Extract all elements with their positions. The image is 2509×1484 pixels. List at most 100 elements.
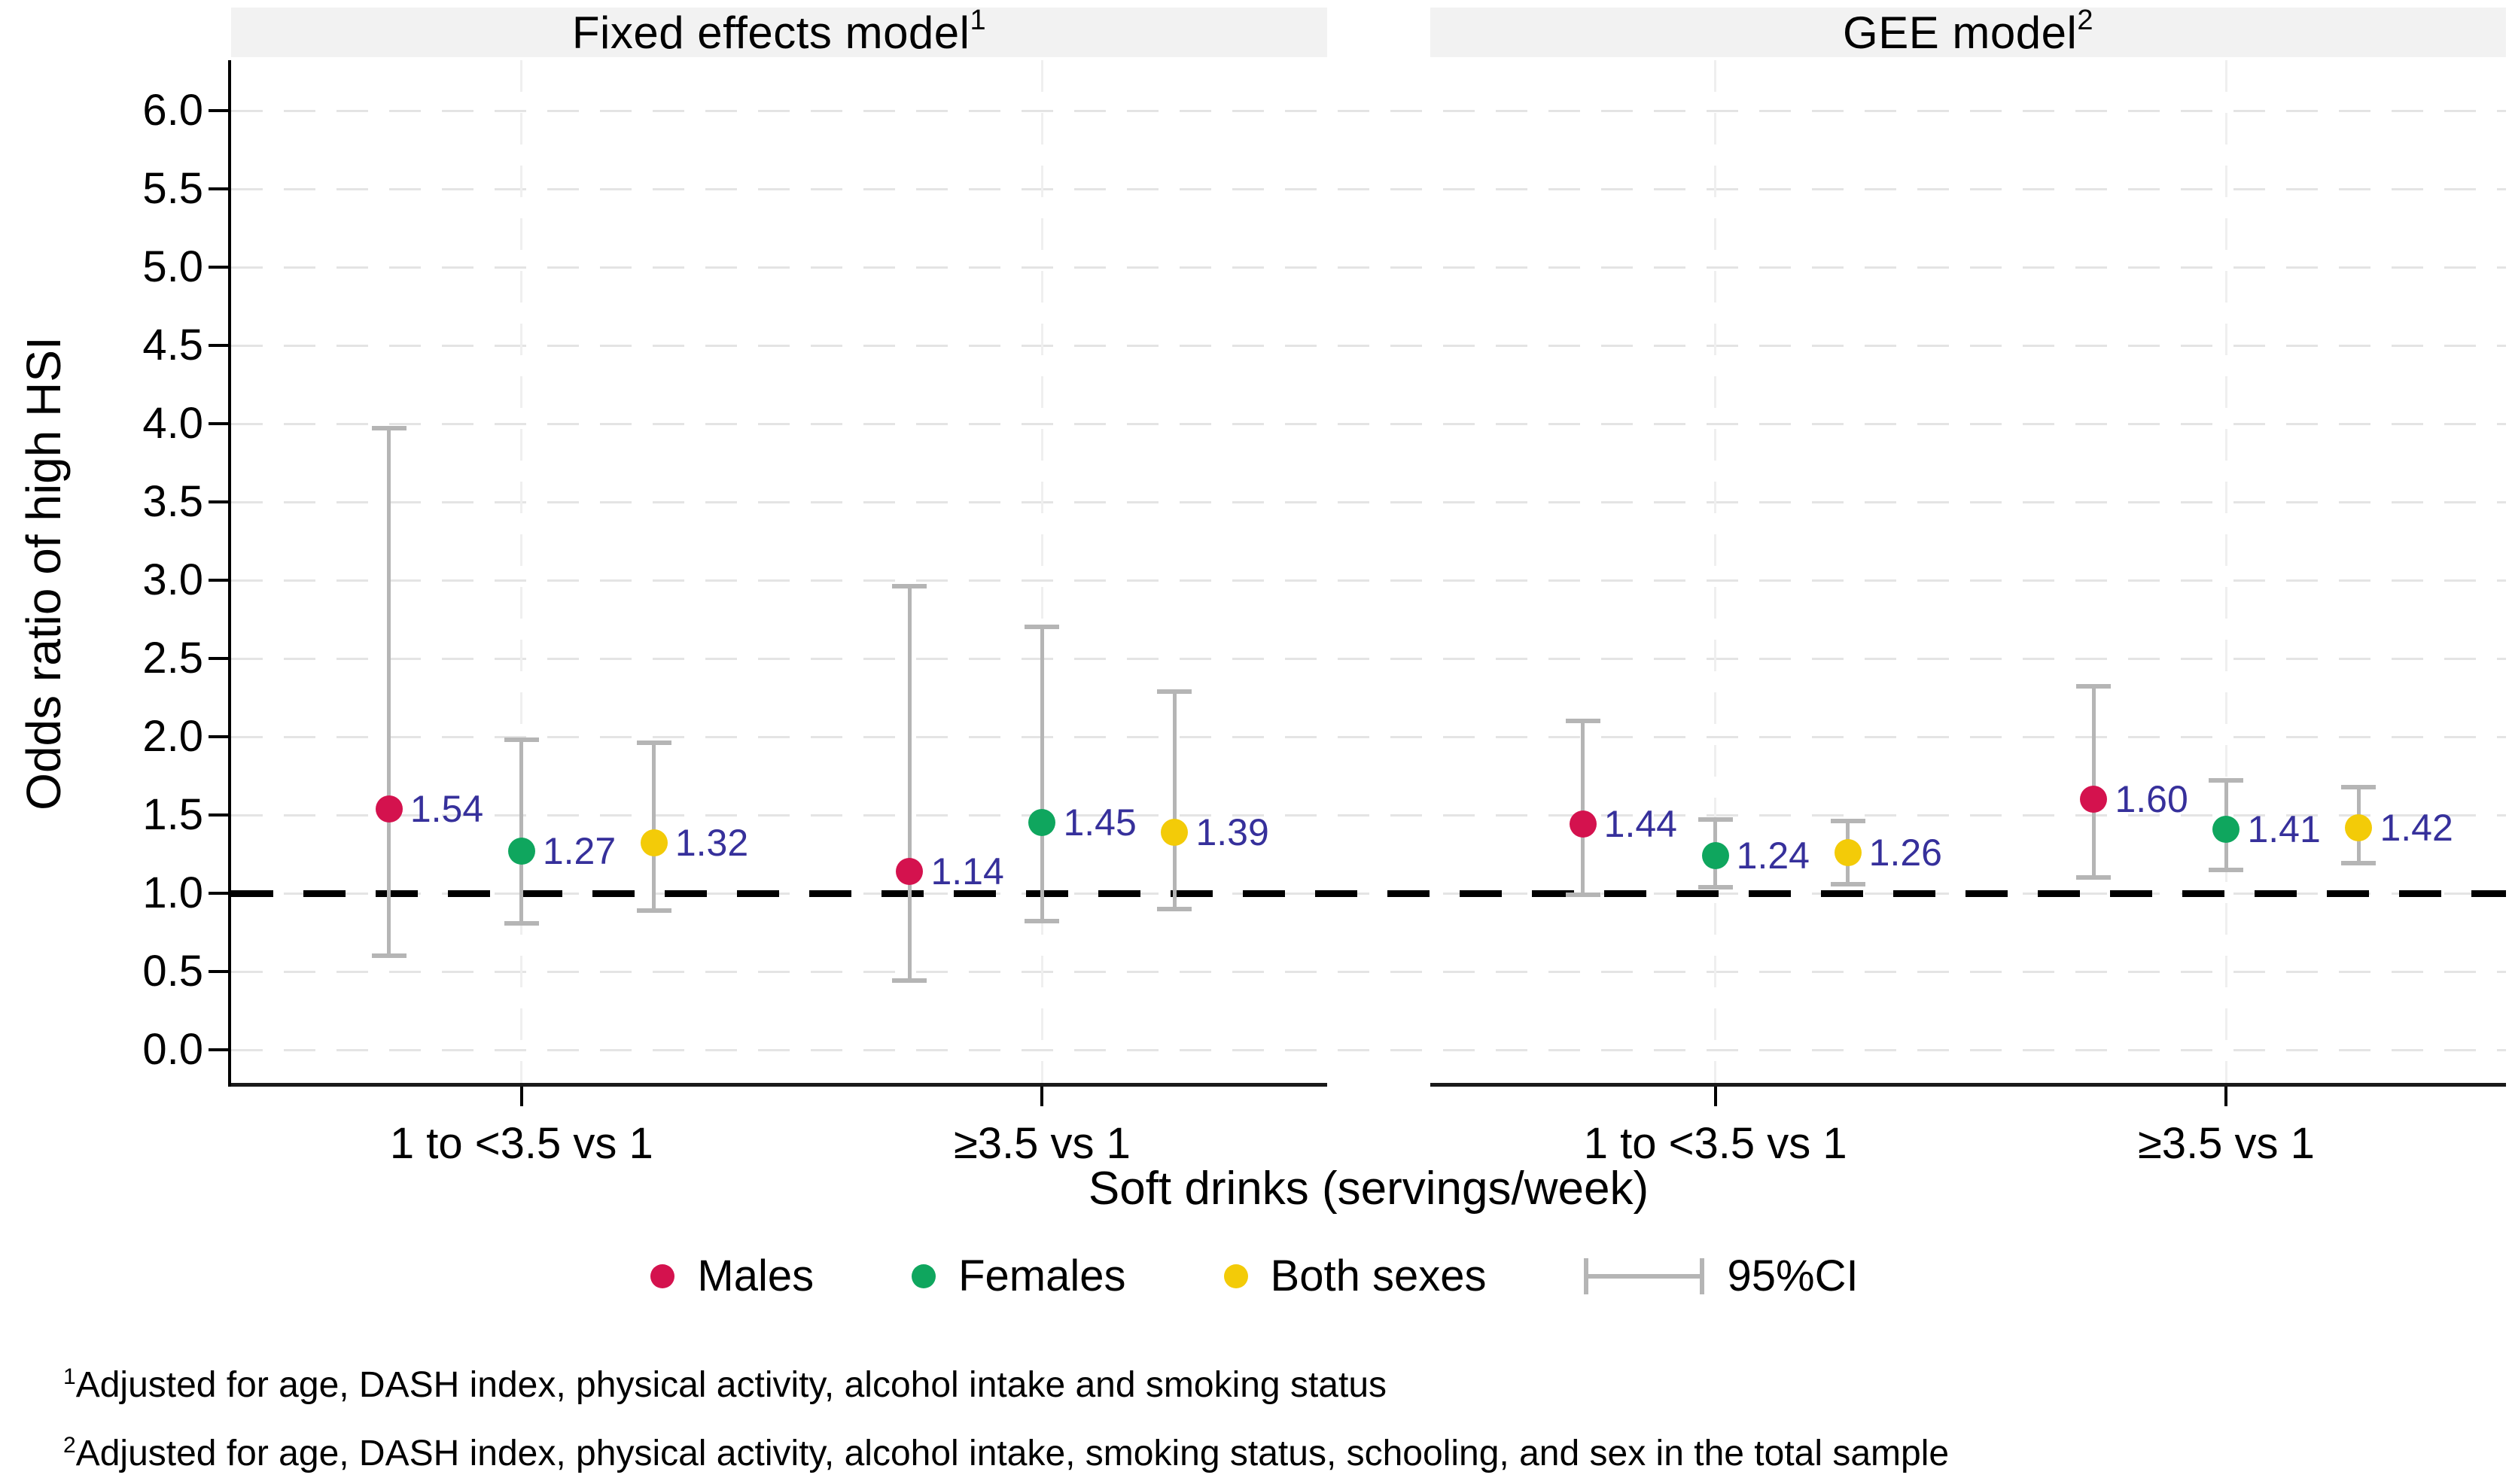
data-point-males (2080, 786, 2108, 813)
value-label: 1.32 (674, 822, 749, 865)
plot-area: 1 to <3.5 vs 1 1.44 1.24 1.26 ≥3.5 vs 1 1.60 1… (1430, 60, 2506, 1168)
y-tick-mark (209, 187, 228, 190)
x-category-label: ≥3.5 vs 1 (2137, 1119, 2315, 1168)
value-label: 1.45 (1063, 801, 1137, 844)
ci-cap-bottom (1830, 881, 1865, 886)
ci-cap-bottom (636, 908, 671, 913)
ci-error-bar (1581, 721, 1585, 896)
ci-cap-bottom (892, 978, 927, 984)
ci-cap-top (1698, 817, 1733, 823)
y-tick-label: 3.0 (142, 555, 203, 604)
legend-item-females: Females (912, 1251, 1126, 1301)
y-tick-label: 0.5 (142, 947, 203, 996)
error-bar-icon-cap-right (1700, 1257, 1705, 1294)
footnote-line-2: 2Adjusted for age, DASH index, physical … (63, 1416, 1949, 1484)
value-label: 1.41 (2247, 807, 2321, 850)
y-tick-label: 4.5 (142, 321, 203, 369)
ci-cap-bottom (371, 953, 406, 959)
panel-title: Fixed effects model (571, 7, 970, 58)
value-label: 1.54 (410, 787, 484, 830)
y-tick-mark (209, 892, 228, 895)
ci-cap-top (504, 737, 539, 743)
ci-cap-bottom (1025, 919, 1060, 924)
ci-error-bar (2091, 686, 2096, 878)
y-tick-label: 3.5 (142, 477, 203, 526)
error-bar-icon-cap-left (1584, 1257, 1589, 1294)
legend-label: Males (697, 1251, 815, 1300)
ci-error-bar (519, 740, 524, 923)
value-label: 1.39 (1195, 810, 1269, 853)
x-axis-title: Soft drinks (servings/week) (1088, 1163, 1649, 1215)
legend-label: 95%CI (1727, 1251, 1859, 1300)
v-gridline (1040, 60, 1043, 1087)
y-tick-label: 6.0 (142, 86, 203, 135)
legend-dot-icon (650, 1264, 675, 1288)
ci-cap-bottom (2209, 867, 2244, 872)
x-axis-line (231, 1083, 1327, 1087)
legend-dot-icon (1223, 1264, 1248, 1288)
data-point-females (2212, 815, 2240, 843)
value-label: 1.24 (1736, 835, 1810, 877)
x-tick-mark (2224, 1087, 2228, 1106)
x-tick-mark (1713, 1087, 1717, 1106)
ci-cap-bottom (504, 920, 539, 926)
y-tick-label: 1.0 (142, 868, 203, 917)
ci-cap-top (892, 584, 927, 589)
y-axis-line (228, 60, 231, 1087)
panel-fixed-effects: Fixed effects model 1 1 to <3.5 vs 1 1.54 1.… (209, 6, 1327, 1467)
ci-error-bar (1040, 627, 1044, 922)
facet-strip: GEE model 2 (1430, 6, 2506, 58)
ci-error-bar (1172, 691, 1177, 909)
value-label: 1.44 (1603, 803, 1677, 846)
y-tick-label: 0.0 (142, 1025, 203, 1074)
ci-error-bar (652, 743, 656, 911)
legend-label: Females (958, 1251, 1126, 1300)
value-label: 1.26 (1868, 831, 1942, 874)
y-tick-label: 2.5 (142, 634, 203, 683)
y-tick-label: 5.0 (142, 242, 203, 291)
legend-item-males: Males (650, 1251, 814, 1301)
ci-cap-top (636, 740, 671, 746)
y-axis-tick-labels: 0.0 0.5 1.0 1.5 2.0 2.5 3.0 3.5 4.0 4.5 5.0 5.5 6.0 (0, 60, 203, 1087)
ci-cap-top (1830, 819, 1865, 824)
footnotes: 1Adjusted for age, DASH index, physical … (63, 1347, 1949, 1484)
y-tick-label: 5.5 (142, 164, 203, 213)
data-point-males (1569, 810, 1597, 838)
value-label: 1.60 (2115, 778, 2188, 821)
y-tick-label: 4.0 (142, 399, 203, 448)
y-tick-mark (209, 266, 228, 269)
y-tick-mark (209, 579, 228, 582)
error-bar-icon-line (1584, 1273, 1705, 1279)
footnote-line-1: 1Adjusted for age, DASH index, physical … (63, 1347, 1949, 1416)
footnote-superscript: 1 (63, 1364, 76, 1389)
data-point-both-sexes (640, 829, 668, 857)
panel-gee: GEE model 2 1 to <3.5 vs 1 1.44 1.24 1.26 ≥3.5… (1430, 6, 2506, 1467)
v-gridline (2224, 60, 2227, 1087)
v-gridline (1714, 60, 1717, 1087)
y-tick-label: 1.5 (142, 790, 203, 839)
value-label: 1.14 (930, 850, 1004, 893)
ci-cap-top (2209, 778, 2244, 783)
ci-cap-top (1565, 719, 1600, 724)
y-tick-mark (209, 970, 228, 973)
ci-error-bar (907, 586, 912, 981)
data-point-males (375, 795, 403, 823)
ci-cap-bottom (1698, 884, 1733, 889)
x-tick-mark (1040, 1087, 1044, 1106)
data-point-both-sexes (1834, 838, 1862, 866)
legend-dot-icon (912, 1264, 936, 1288)
footnote-text: Adjusted for age, DASH index, physical a… (75, 1365, 1387, 1405)
data-point-both-sexes (2345, 813, 2373, 841)
ci-cap-top (371, 426, 406, 431)
panel-title: GEE model (1843, 7, 2078, 58)
footnote-superscript: 2 (63, 1433, 76, 1458)
footnote-text: Adjusted for age, DASH index, physical a… (75, 1434, 1950, 1473)
y-tick-mark (209, 1048, 228, 1051)
x-category-label: ≥3.5 vs 1 (953, 1119, 1131, 1168)
x-tick-mark (519, 1087, 523, 1106)
legend-label: Both sexes (1270, 1251, 1487, 1300)
y-tick-mark (209, 735, 228, 738)
ci-cap-bottom (1157, 906, 1192, 911)
value-label: 1.27 (542, 829, 617, 872)
